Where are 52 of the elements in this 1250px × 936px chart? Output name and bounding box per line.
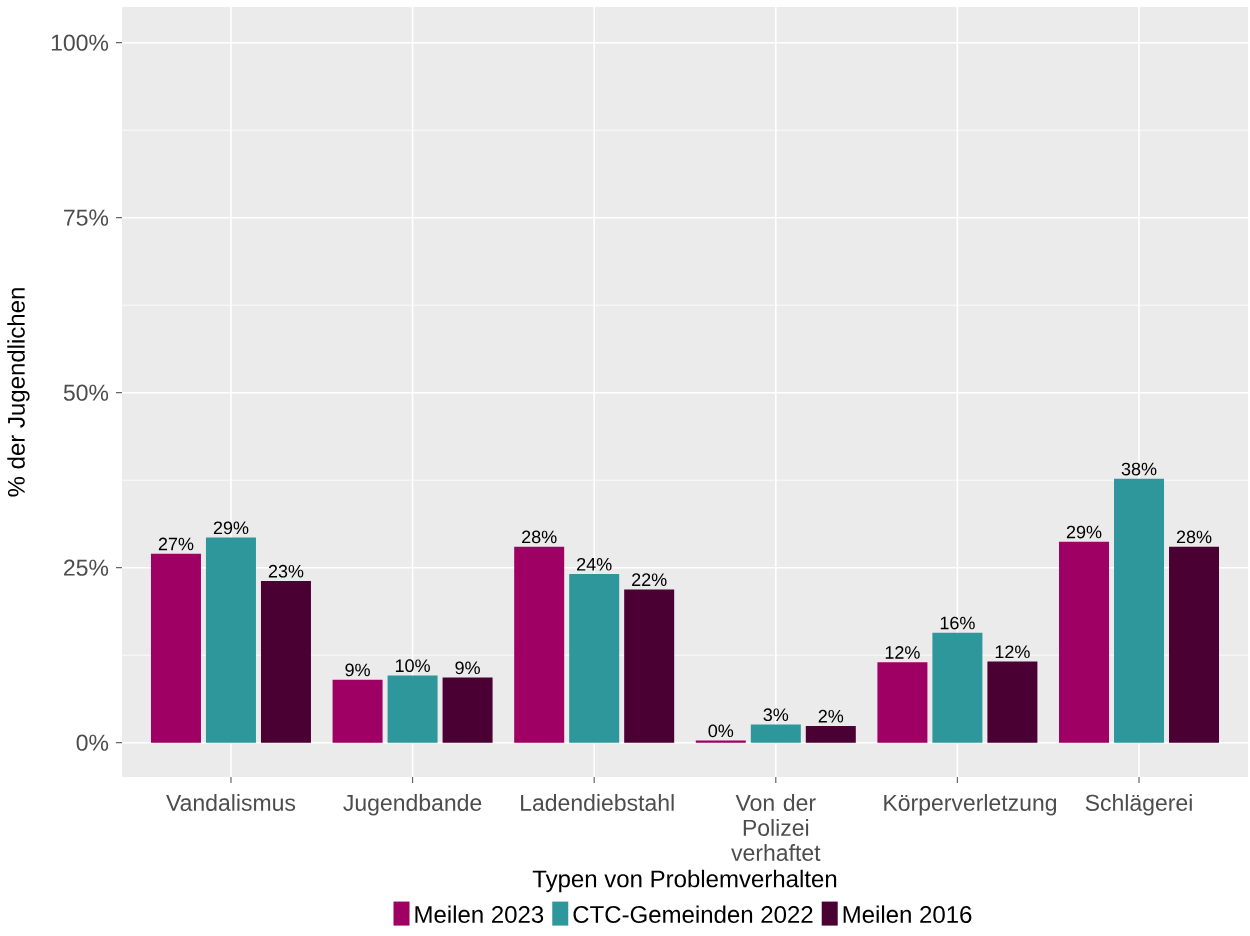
bar [932, 632, 983, 743]
data-label: 9% [345, 663, 370, 677]
data-label: 12% [995, 645, 1030, 659]
x-axis-title: Typen von Problemverhalten [532, 869, 837, 893]
bar [332, 679, 383, 743]
bar [150, 553, 201, 743]
data-label: 28% [522, 530, 557, 544]
data-label: 22% [632, 573, 667, 586]
bar [624, 589, 675, 743]
bar [260, 580, 311, 743]
bar [205, 537, 256, 743]
data-label: 28% [1176, 530, 1212, 544]
y-tick-label: 100% [51, 34, 109, 51]
y-tick-label: 25% [64, 559, 109, 576]
data-label: 3% [763, 708, 789, 722]
legend-label: Meilen 2023 [415, 905, 544, 923]
y-tick-label: 0% [76, 734, 109, 751]
x-tick-label: Schlägerei [1085, 794, 1192, 816]
bar [1114, 478, 1165, 743]
data-label: 24% [577, 557, 612, 571]
legend-label: Meilen 2016 [843, 905, 972, 923]
bar [805, 725, 856, 743]
data-label: 10% [395, 659, 430, 673]
bar [569, 573, 620, 743]
data-label: 27% [158, 537, 194, 551]
y-tick-label: 75% [64, 209, 109, 226]
data-label: 12% [885, 646, 920, 659]
x-tick-label: Jugendbande [343, 794, 482, 816]
bar [877, 662, 928, 743]
x-tick-label: Ladendiebstahl [521, 794, 674, 811]
data-label: 38% [1121, 462, 1157, 476]
data-label: 2% [818, 709, 844, 723]
bar [1169, 546, 1220, 743]
legend-label: CTC-Gemeinden 2022 [573, 905, 813, 923]
bar [750, 724, 801, 743]
data-label: 16% [940, 616, 975, 630]
bar [987, 661, 1038, 743]
x-tick-label: Vandalismus [166, 794, 296, 811]
data-label: 9% [455, 661, 480, 675]
bar [1059, 541, 1110, 743]
data-label: 23% [268, 564, 304, 578]
data-label: 0% [708, 724, 734, 738]
bar [695, 740, 746, 743]
y-axis-title: % der Jugendlichen [7, 288, 30, 497]
x-tick-label: Körperverletzung [884, 794, 1057, 816]
data-label: 29% [1066, 525, 1102, 539]
x-tick-label: Von der Polizei verhaftet [731, 794, 821, 861]
bar [387, 675, 438, 743]
bar [442, 677, 493, 743]
bar [514, 546, 565, 743]
data-label: 29% [213, 521, 249, 535]
y-tick-label: 50% [63, 384, 109, 401]
